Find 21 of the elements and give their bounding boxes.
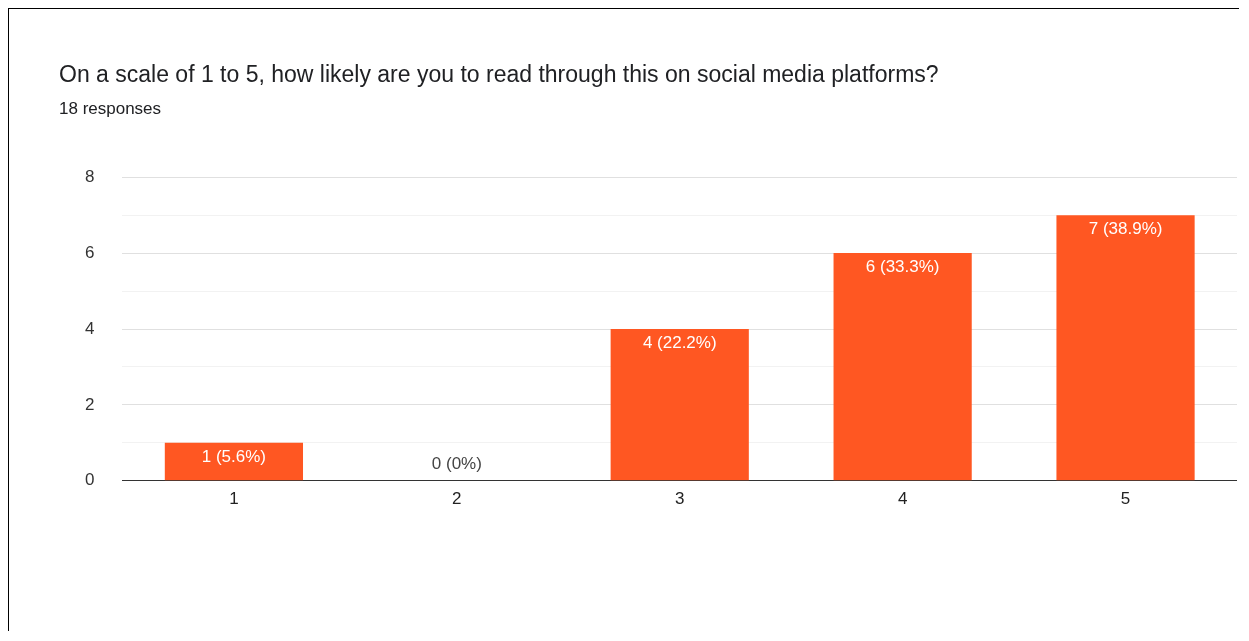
- x-tick-label: 1: [229, 488, 239, 508]
- x-tick-label: 3: [674, 488, 685, 508]
- y-tick-label: 0: [84, 470, 95, 490]
- y-tick-label: 4: [84, 318, 95, 338]
- data-label: 7 (38.9%): [1088, 219, 1163, 239]
- x-tick-label: 5: [1120, 488, 1131, 508]
- y-tick-label: 8: [84, 166, 95, 186]
- y-tick-label: 6: [84, 242, 95, 262]
- y-tick-label: 2: [84, 394, 95, 414]
- x-tick-label: 4: [897, 488, 908, 508]
- bar: [610, 329, 749, 481]
- bar: [1056, 215, 1195, 481]
- bar: [833, 253, 972, 481]
- chart-subtitle: 18 responses: [58, 98, 163, 119]
- bar: [164, 442, 304, 481]
- data-label: 4 (22.2%): [642, 333, 717, 353]
- data-label: 6 (33.3%): [865, 257, 940, 277]
- x-tick-label: 2: [452, 488, 462, 508]
- data-label: 1 (5.6%): [201, 447, 267, 467]
- data-label: 0 (0%): [431, 453, 482, 473]
- chart-title: On a scale of 1 to 5, how likely are you to read through this on social media platforms?: [58, 60, 940, 89]
